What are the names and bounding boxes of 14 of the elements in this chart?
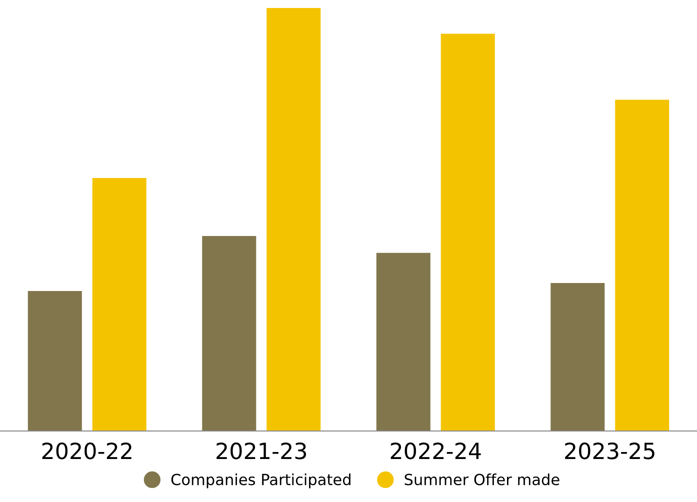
- x-tick-label: 2021-23: [216, 442, 306, 460]
- x-tick-label: 2022-24: [390, 442, 481, 460]
- bar: [28, 290, 82, 431]
- bar: [92, 178, 146, 431]
- bar: [615, 100, 670, 431]
- legend-label: Summer Offer made: [404, 473, 560, 486]
- bar: [550, 282, 605, 431]
- bar: [266, 8, 321, 431]
- bar: [202, 236, 256, 431]
- legend-label: Companies Participated: [171, 473, 350, 488]
- x-tick-label: 2020-22: [42, 442, 132, 460]
- bar: [376, 252, 430, 431]
- bar: [440, 34, 495, 431]
- x-tick-label: 2023-25: [565, 442, 654, 460]
